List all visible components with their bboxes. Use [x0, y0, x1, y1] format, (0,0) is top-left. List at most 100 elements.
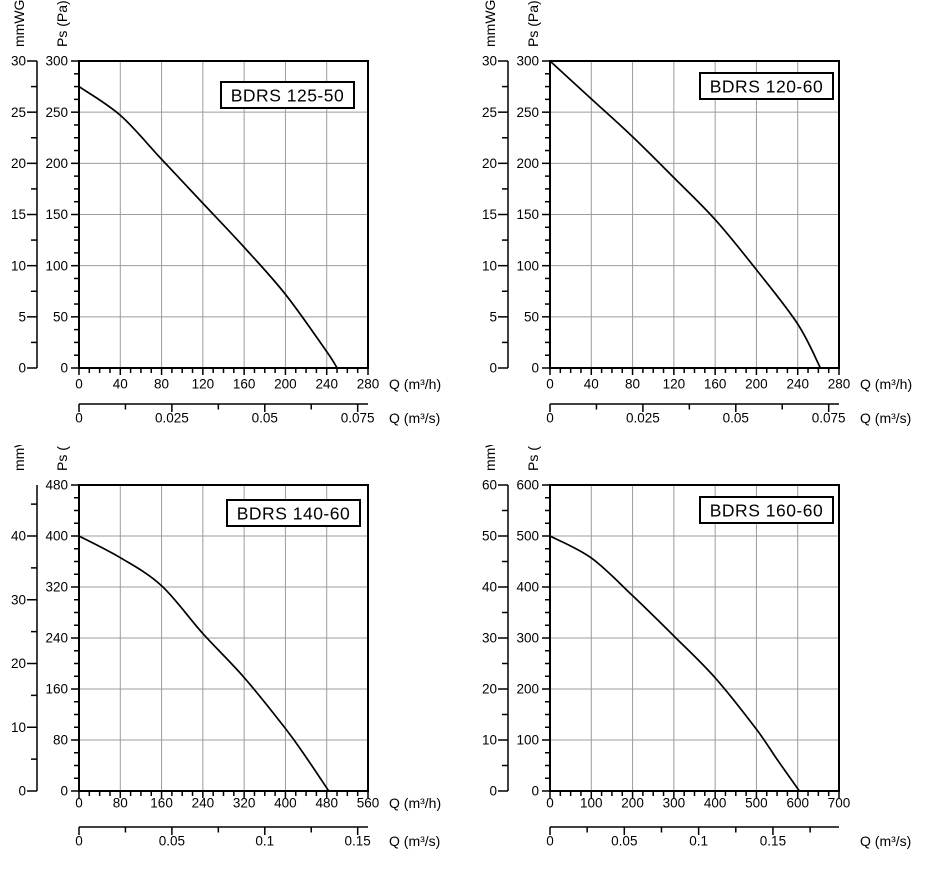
- mmwg-tick-label: 10: [482, 733, 497, 748]
- mmwg-tick-label: 25: [11, 105, 26, 120]
- mmwg-axis: 0 10 20 30 40 50 60 mmWG: [482, 445, 509, 799]
- mmwg-tick-label: 5: [18, 310, 26, 325]
- qs-tick-label: 0: [546, 411, 554, 426]
- grid-lines: [550, 485, 839, 791]
- qs-axis: 0 0.025 0.05 0.075 Q (m³/s): [75, 403, 440, 426]
- fan-curve: [549, 535, 801, 792]
- mmwg-tick-label: 30: [11, 592, 26, 607]
- pa-tick-label: 240: [45, 631, 68, 646]
- qs-tick-label: 0.1: [255, 834, 274, 849]
- pa-tick-label: 200: [516, 156, 539, 171]
- qs-tick-label: 0.05: [723, 411, 749, 426]
- mmwg-axis-title: mmWG: [482, 0, 498, 47]
- qh-tick-label: 0: [75, 796, 83, 811]
- mmwg-tick-label: 10: [11, 720, 26, 735]
- qh-axis-title: Q (m³/h): [389, 795, 441, 811]
- mmwg-tick-label: 30: [11, 54, 26, 69]
- pa-tick-label: 300: [45, 54, 68, 69]
- pa-axis: 0 50 100 150 200 250 300 Ps (Pa): [516, 0, 550, 376]
- pa-tick-label: 200: [516, 682, 539, 697]
- qh-tick-label: 40: [584, 377, 599, 392]
- qh-tick-label: 320: [233, 796, 256, 811]
- grid-lines: [79, 61, 368, 368]
- chart-title-border: [699, 496, 834, 524]
- qh-tick-label: 160: [233, 377, 256, 392]
- qs-tick-label: 0.075: [812, 411, 846, 426]
- pa-axis-title: Ps (Pa): [525, 445, 541, 471]
- pa-tick-label: 250: [45, 105, 68, 120]
- qh-tick-label: 80: [113, 796, 128, 811]
- mmwg-tick-label: 40: [482, 580, 497, 595]
- fan-curve: [78, 535, 330, 792]
- chart-title-border: [699, 72, 834, 100]
- qh-tick-label: 240: [315, 377, 338, 392]
- qh-tick-label: 240: [786, 377, 809, 392]
- mmwg-tick-label: 20: [482, 682, 497, 697]
- mmwg-tick-label: 15: [482, 207, 497, 222]
- mmwg-tick-label: 50: [482, 529, 497, 544]
- qh-tick-label: 300: [663, 796, 686, 811]
- qh-tick-label: 200: [621, 796, 644, 811]
- mmwg-axis-title: mmWG: [11, 0, 27, 47]
- qh-tick-label: 80: [625, 377, 640, 392]
- chart-svg-2: 0 10 20 30 40 mmWG 0 80 160 240 320 400 480 Ps (Pa) 0 8…: [11, 445, 441, 849]
- pa-axis: 0 100 200 300 400 500 600 Ps (Pa): [516, 445, 550, 799]
- grid-lines: [79, 485, 368, 791]
- pa-tick-label: 50: [524, 310, 539, 325]
- mmwg-tick-label: 10: [11, 258, 26, 273]
- qh-tick-label: 500: [745, 796, 768, 811]
- pa-tick-label: 600: [516, 478, 539, 493]
- pa-tick-label: 250: [516, 105, 539, 120]
- qs-axis-title: Q (m³/s): [389, 833, 440, 849]
- pa-tick-label: 150: [45, 207, 68, 222]
- pa-tick-label: 80: [53, 733, 68, 748]
- mmwg-tick-label: 30: [482, 631, 497, 646]
- qs-tick-label: 0.1: [689, 834, 708, 849]
- qh-axis: 0 100 200 300 400 500 600 700: [546, 791, 850, 811]
- qs-axis-title: Q (m³/s): [860, 833, 911, 849]
- chart-svg-1: 0 5 10 15 20 25 30 mmWG 0 50 100 150 200 250 300 Ps (Pa…: [482, 0, 912, 426]
- qs-axis: 0 0.05 0.1 0.15 Q (m³/s): [546, 826, 911, 849]
- pa-tick-label: 0: [60, 784, 68, 799]
- qh-axis: 0 80 160 240 320 400 480 560 Q (m³/h): [75, 791, 441, 811]
- pa-tick-label: 400: [516, 580, 539, 595]
- chart-title: BDRS 140-60: [237, 503, 350, 523]
- fan-curve: [78, 85, 338, 369]
- mmwg-tick-label: 20: [11, 656, 26, 671]
- chart-title-border: [226, 499, 361, 527]
- pa-tick-label: 150: [516, 207, 539, 222]
- qs-axis-title: Q (m³/s): [860, 410, 911, 426]
- pa-axis-title: Ps (Pa): [54, 445, 70, 471]
- qh-tick-label: 600: [786, 796, 809, 811]
- chart-cell-3: 0 10 20 30 40 50 60 mmWG 0 100 200 300 400 500 600 Ps (…: [471, 445, 942, 890]
- qh-tick-label: 40: [113, 377, 128, 392]
- mmwg-axis-title: mmWG: [11, 445, 27, 471]
- pa-tick-label: 100: [45, 258, 68, 273]
- chart-title: BDRS 120-60: [710, 76, 823, 96]
- pa-axis: 0 80 160 240 320 400 480 Ps (Pa): [45, 445, 79, 799]
- mmwg-tick-label: 10: [482, 258, 497, 273]
- pa-tick-label: 400: [45, 529, 68, 544]
- qs-tick-label: 0.05: [252, 411, 278, 426]
- chart-cell-2: 0 10 20 30 40 mmWG 0 80 160 240 320 400 480 Ps (Pa) 0 8…: [0, 445, 471, 890]
- mmwg-axis: 0 5 10 15 20 25 30 mmWG: [482, 0, 509, 376]
- qs-tick-label: 0.025: [155, 411, 189, 426]
- qh-tick-label: 0: [546, 377, 554, 392]
- fan-curve: [549, 60, 822, 369]
- qs-tick-label: 0.05: [611, 834, 637, 849]
- mmwg-tick-label: 60: [482, 478, 497, 493]
- qs-tick-label: 0.05: [159, 834, 185, 849]
- qh-tick-label: 80: [154, 377, 169, 392]
- qs-tick-label: 0.075: [341, 411, 375, 426]
- qh-tick-label: 700: [828, 796, 851, 811]
- pa-tick-label: 320: [45, 580, 68, 595]
- qh-axis-title: Q (m³/h): [389, 376, 441, 392]
- qh-tick-label: 120: [663, 377, 686, 392]
- chart-cell-0: 0 5 10 15 20 25 30 mmWG 0 50 100 150 200 250 300 Ps (Pa…: [0, 0, 471, 445]
- pa-tick-label: 160: [45, 682, 68, 697]
- qh-tick-label: 120: [192, 377, 215, 392]
- qh-tick-label: 200: [745, 377, 768, 392]
- mmwg-tick-label: 0: [18, 784, 26, 799]
- qh-axis-title: Q (m³/h): [860, 376, 912, 392]
- mmwg-tick-label: 20: [482, 156, 497, 171]
